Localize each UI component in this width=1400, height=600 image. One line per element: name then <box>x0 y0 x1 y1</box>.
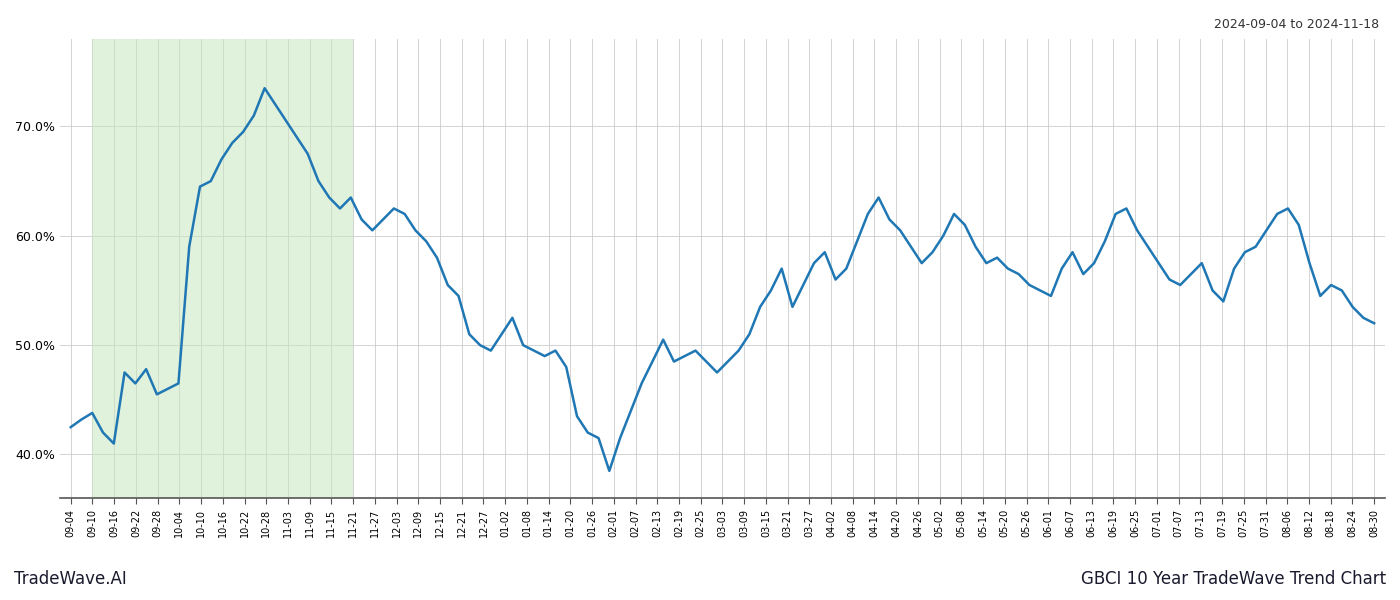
Text: 2024-09-04 to 2024-11-18: 2024-09-04 to 2024-11-18 <box>1214 18 1379 31</box>
Text: GBCI 10 Year TradeWave Trend Chart: GBCI 10 Year TradeWave Trend Chart <box>1081 570 1386 588</box>
Bar <box>92 39 353 498</box>
Text: TradeWave.AI: TradeWave.AI <box>14 570 127 588</box>
